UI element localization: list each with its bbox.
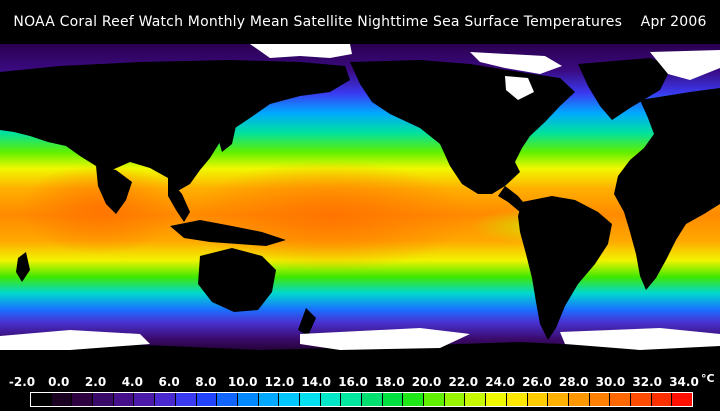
new-zealand-land [298, 308, 316, 336]
antarctic-sea-ice-ross [300, 328, 470, 350]
temperature-colorbar [30, 392, 693, 407]
indian-subcontinent-land [96, 166, 132, 214]
colorbar-tick-label: 30.0 [595, 375, 626, 389]
colorbar-tick-label: 22.0 [448, 375, 479, 389]
colorbar-tick-label: 2.0 [84, 375, 107, 389]
australia-land [198, 248, 276, 312]
colorbar-tick-label: 14.0 [301, 375, 332, 389]
map-title: NOAA Coral Reef Watch Monthly Mean Satel… [13, 14, 707, 30]
world-sst-map [0, 44, 720, 372]
japan-land [218, 116, 236, 152]
eurasia-east-land [0, 60, 350, 192]
colorbar-tick-label: 34.0 [669, 375, 699, 389]
arctic-sea-ice-west [250, 44, 352, 58]
colorbar-swatch [568, 393, 590, 406]
colorbar-swatch [299, 393, 321, 406]
colorbar-tick-label: 24.0 [485, 375, 515, 389]
colorbar-swatch [672, 393, 692, 406]
arctic-sea-ice-greenland [650, 50, 720, 80]
colorbar-tick-label: 16.0 [338, 375, 368, 389]
colorbar-tick-label: 28.0 [558, 375, 589, 389]
colorbar-swatch [382, 393, 404, 406]
colorbar-tick-label: 10.0 [227, 375, 258, 389]
colorbar-swatch [465, 393, 487, 406]
antarctic-sea-ice-west [0, 330, 150, 350]
colorbar-swatch [237, 393, 259, 406]
colorbar-swatch [651, 393, 673, 406]
south-america-land [518, 196, 612, 340]
colorbar-swatch [589, 393, 611, 406]
colorbar-swatch [506, 393, 528, 406]
colorbar-swatch [155, 393, 176, 406]
colorbar-swatch [196, 393, 218, 406]
indian-ocean-warm-region [20, 164, 180, 254]
hudson-bay-ice [505, 76, 534, 100]
antarctica-land [0, 342, 720, 372]
colorbar-tick-label: 4.0 [121, 375, 143, 389]
europe-africa-land [614, 88, 720, 290]
colorbar-swatch [31, 393, 52, 406]
colorbar-swatch [258, 393, 280, 406]
arctic-sea-ice-canada [470, 52, 562, 74]
colorbar-tick-label: 32.0 [632, 375, 663, 389]
colorbar-swatch [72, 393, 94, 406]
colorbar-tick-label: 20.0 [411, 375, 442, 389]
southeast-asia-land [168, 178, 190, 222]
greenland-land [578, 58, 672, 120]
madagascar-land [16, 252, 30, 282]
antarctic-sea-ice-weddell [560, 328, 720, 350]
colorbar-tick-label: 12.0 [264, 375, 295, 389]
colorbar-tick-labels: °C -2.0 0.0 2.0 4.0 6.0 8.0 10.0 12.0 14.0 16.0 18… [0, 372, 720, 392]
colorbar-swatch [610, 393, 631, 406]
sea-ice [0, 44, 720, 350]
colorbar-swatch [217, 393, 238, 406]
colorbar-swatch [341, 393, 362, 406]
colorbar-swatch [444, 393, 466, 406]
central-america-land [498, 186, 528, 212]
colorbar-swatch [527, 393, 549, 406]
colorbar-swatch [113, 393, 135, 406]
maritime-continent-land [170, 220, 286, 246]
colorbar-tick-label: 0.0 [48, 375, 70, 389]
colorbar-swatch [279, 393, 300, 406]
colorbar-tick-label: 26.0 [522, 375, 552, 389]
colorbar-tick-label: 6.0 [158, 375, 180, 389]
colorbar-tick-label: 8.0 [195, 375, 217, 389]
colorbar-swatch [548, 393, 569, 406]
colorbar-swatch [320, 393, 342, 406]
colorbar-swatch [424, 393, 445, 406]
colorbar-swatch [403, 393, 425, 406]
colorbar-tick-label: -2.0 [8, 375, 36, 389]
colorbar-swatch [630, 393, 652, 406]
colorbar-swatch [51, 393, 73, 406]
colorbar-swatch [175, 393, 197, 406]
colorbar-swatch [486, 393, 507, 406]
land-masses [0, 58, 720, 372]
colorbar-swatch [362, 393, 383, 406]
colorbar-tick-label: 18.0 [374, 375, 405, 389]
colorbar-swatch [93, 393, 114, 406]
temperature-unit: °C [701, 372, 715, 385]
colorbar-swatch [134, 393, 156, 406]
